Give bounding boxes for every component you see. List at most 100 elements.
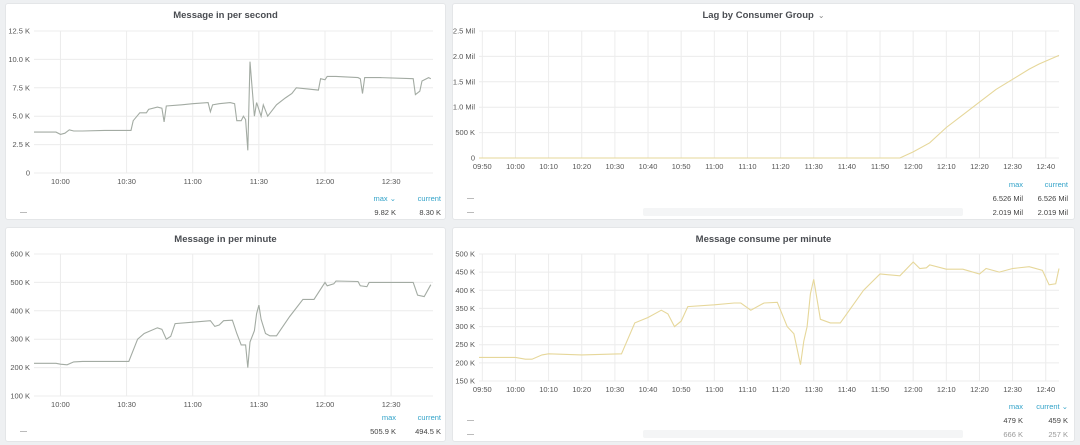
chevron-down-icon[interactable]: ⌄ <box>817 11 825 20</box>
x-tick-label: 10:40 <box>639 162 658 171</box>
legend-header-label[interactable]: max <box>1008 402 1023 411</box>
panel-title-text[interactable]: Message in per minute <box>174 234 277 245</box>
x-tick-label: 12:00 <box>316 177 335 186</box>
x-tick-label: 11:00 <box>184 177 202 186</box>
y-tick-label: 500 K <box>455 250 475 259</box>
y-tick-label: 400 K <box>455 286 475 295</box>
x-tick-label: 12:00 <box>904 162 923 171</box>
legend-value-current: 6.526 Mil <box>1037 194 1068 203</box>
legend-series-swatch[interactable] <box>20 431 27 432</box>
x-tick-label: 11:00 <box>705 162 723 171</box>
x-tick-label: 11:50 <box>871 385 889 394</box>
legend-value-current: 8.30 K <box>419 208 441 217</box>
legend-series-swatch[interactable] <box>467 420 474 421</box>
y-tick-label: 150 K <box>455 377 475 386</box>
legend-header-max[interactable]: max <box>973 402 1023 411</box>
x-tick-label: 11:50 <box>871 162 889 171</box>
series-line <box>479 54 1060 159</box>
x-tick-label: 11:20 <box>771 385 789 394</box>
legend-header-label[interactable]: max <box>381 413 396 422</box>
legend-value-current: 257 K <box>1048 430 1068 439</box>
legend-series-name-redacted <box>643 430 963 438</box>
y-tick-label: 5.0 K <box>12 112 30 121</box>
legend-header-current[interactable]: current ⌄ <box>1018 402 1068 411</box>
x-tick-label: 10:30 <box>605 385 624 394</box>
y-tick-label: 12.5 K <box>8 27 30 36</box>
x-tick-label: 12:20 <box>970 385 989 394</box>
legend-value-max: 9.82 K <box>374 208 396 217</box>
legend-header-current[interactable]: current <box>391 194 441 203</box>
x-tick-label: 11:00 <box>184 400 202 409</box>
sort-chevron-icon[interactable]: ⌄ <box>387 194 396 203</box>
legend-header-current[interactable]: current <box>1018 180 1068 189</box>
x-tick-label: 10:00 <box>506 162 525 171</box>
x-tick-label: 10:30 <box>117 177 136 186</box>
legend-value-current: 494.5 K <box>415 427 441 436</box>
legend-header-label[interactable]: current <box>1036 402 1060 411</box>
legend-value-max: 6.526 Mil <box>992 194 1023 203</box>
panel-title[interactable]: Message in per second <box>6 10 445 21</box>
chart: 150 K 200 K 250 K 300 K 350 K 400 K 450 K 500 K… <box>455 250 1060 394</box>
x-tick-label: 11:20 <box>771 162 789 171</box>
panel-title[interactable]: Lag by Consumer Group ⌄ <box>453 10 1074 21</box>
legend-header-label[interactable]: current <box>1044 180 1068 189</box>
y-tick-label: 0 <box>26 169 30 178</box>
legend-header-label[interactable]: current <box>417 413 441 422</box>
x-tick-label: 11:40 <box>838 385 856 394</box>
legend-value-max: 505.9 K <box>370 427 396 436</box>
panel-title[interactable]: Message in per minute <box>6 234 445 245</box>
x-tick-label: 09:50 <box>473 385 492 394</box>
panel-message-in-per-second: Message in per second 0 2.5 K 5.0 K 7.5 K 10.… <box>5 3 446 220</box>
series-line <box>479 261 1060 365</box>
legend-value-max: 479 K <box>1003 416 1023 425</box>
y-tick-label: 500 K <box>455 128 475 137</box>
y-tick-label: 2.5 Mil <box>453 27 475 36</box>
legend-value-current: 459 K <box>1048 416 1068 425</box>
panel-title-text[interactable]: Lag by Consumer Group <box>702 10 814 21</box>
legend-value-max: 2.019 Mil <box>992 208 1023 217</box>
legend-header-max[interactable]: max ⌄ <box>346 194 396 203</box>
x-tick-label: 12:30 <box>382 177 401 186</box>
y-tick-label: 250 K <box>455 340 475 349</box>
x-tick-label: 11:30 <box>250 177 268 186</box>
x-tick-label: 09:50 <box>473 162 492 171</box>
panel-message-in-per-minute: Message in per minute 100 K 200 K 300 K 400 … <box>5 227 446 442</box>
y-tick-label: 200 K <box>455 358 475 367</box>
y-tick-label: 0 <box>471 154 475 163</box>
x-tick-label: 12:30 <box>382 400 401 409</box>
x-tick-label: 12:30 <box>1003 385 1022 394</box>
panel-title[interactable]: Message consume per minute <box>453 234 1074 245</box>
legend-header-max[interactable]: max <box>346 413 396 422</box>
legend-series-swatch[interactable] <box>20 212 27 213</box>
panel-title-text[interactable]: Message consume per minute <box>695 234 832 245</box>
x-tick-label: 10:20 <box>572 385 591 394</box>
x-tick-label: 10:30 <box>605 162 624 171</box>
legend-header-max[interactable]: max <box>973 180 1023 189</box>
legend-header-label[interactable]: current <box>417 194 441 203</box>
legend-series-swatch[interactable] <box>467 434 474 435</box>
y-tick-label: 500 K <box>10 278 30 287</box>
legend-value-current: 2.019 Mil <box>1037 208 1068 217</box>
y-tick-label: 300 K <box>10 335 30 344</box>
sort-chevron-icon[interactable]: ⌄ <box>1059 402 1068 411</box>
x-tick-label: 12:10 <box>937 162 956 171</box>
x-tick-label: 12:00 <box>904 385 923 394</box>
legend-header-label[interactable]: max <box>1008 180 1023 189</box>
legend-header-label[interactable]: max <box>373 194 388 203</box>
x-tick-label: 12:30 <box>1003 162 1022 171</box>
y-tick-label: 2.0 Mil <box>453 52 475 61</box>
x-tick-label: 11:30 <box>805 162 823 171</box>
x-tick-label: 11:40 <box>838 162 856 171</box>
x-tick-label: 10:30 <box>117 400 136 409</box>
x-tick-label: 12:00 <box>316 400 335 409</box>
legend-header-current[interactable]: current <box>391 413 441 422</box>
legend-series-swatch[interactable] <box>467 212 474 213</box>
x-tick-label: 10:10 <box>539 385 558 394</box>
x-tick-label: 10:00 <box>506 385 525 394</box>
series-line <box>34 61 432 151</box>
x-tick-label: 12:20 <box>970 162 989 171</box>
x-tick-label: 11:30 <box>250 400 268 409</box>
legend-series-swatch[interactable] <box>467 198 474 199</box>
y-tick-label: 10.0 K <box>8 55 30 64</box>
panel-title-text[interactable]: Message in per second <box>173 10 278 21</box>
